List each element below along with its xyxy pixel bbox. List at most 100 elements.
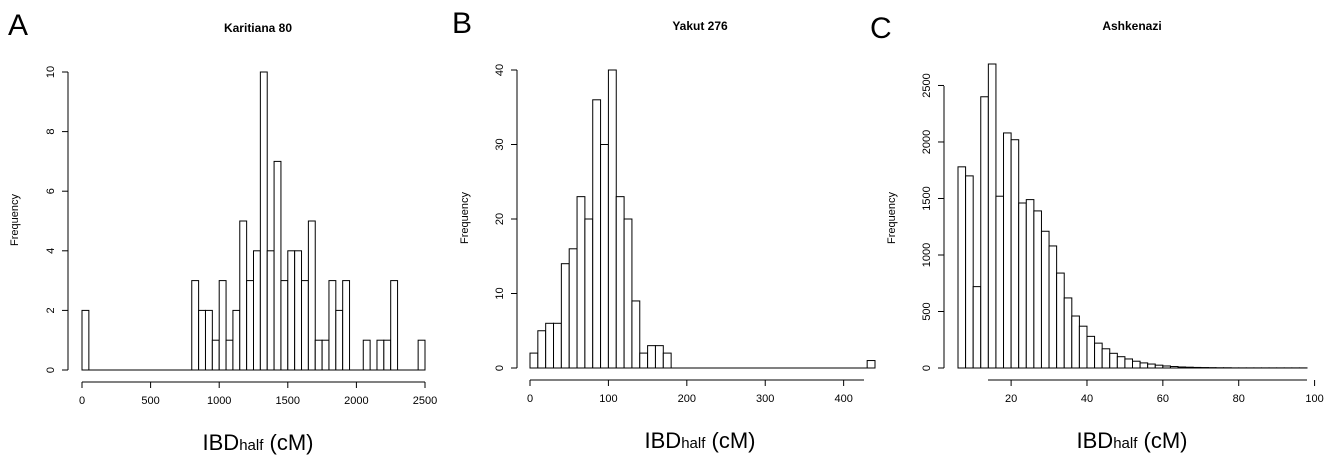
histogram-bar (239, 220, 248, 371)
histogram-bar (972, 286, 982, 369)
y-tick-label: 2000 (921, 130, 933, 154)
panel-letter: C (870, 12, 892, 45)
y-tick-label: 0 (45, 367, 57, 373)
y-tick-label: 500 (921, 302, 933, 320)
chart-title: Karitiana 80 (224, 21, 292, 35)
histogram-bar (568, 248, 578, 369)
x-axis-label: IBDhalf (cM) (203, 430, 314, 455)
x-tick-label: 2000 (344, 395, 368, 407)
y-axis-label: Frequency (459, 192, 471, 244)
histogram-bar (314, 339, 323, 371)
histogram-bar (965, 175, 974, 369)
x-tick-label: 40 (1081, 393, 1093, 405)
histogram-bar (987, 63, 997, 369)
histogram-bar (1048, 245, 1058, 369)
panel-letter: A (8, 9, 28, 42)
histogram-bar (1033, 210, 1042, 369)
histogram-bar (592, 99, 602, 369)
histogram-bar (529, 352, 539, 369)
histogram-bar (1071, 315, 1080, 369)
histogram-bar (639, 352, 649, 369)
y-axis-label: Frequency (9, 194, 21, 246)
histogram-bar (342, 280, 351, 371)
x-tick-label: 1000 (207, 395, 231, 407)
histogram-bar (576, 196, 586, 369)
histogram-bar (584, 218, 594, 369)
histogram-bar (995, 195, 1005, 369)
histogram-bar (81, 309, 90, 371)
histogram-bar (662, 352, 672, 369)
histogram-bar (1056, 272, 1065, 369)
histogram-bar (417, 339, 426, 371)
y-tick-label: 0 (494, 365, 506, 371)
histogram-bar (1124, 358, 1134, 369)
x-tick-label: 100 (599, 393, 617, 405)
histogram-bar (607, 69, 617, 369)
histogram-bar (615, 196, 625, 369)
histogram-bar (1139, 362, 1149, 369)
histogram-bar (280, 280, 289, 371)
histogram-bar (287, 250, 296, 371)
histogram-bar (294, 250, 303, 371)
histogram-bar (198, 309, 206, 371)
panel-karitiana-80: A Karitiana 80 0 500 1000 1500 2000 2500 0 2 4 6 8 10… (8, 9, 437, 455)
histogram-bar (866, 360, 876, 369)
x-tick-label: 20 (1005, 393, 1017, 405)
x-tick-label: 0 (79, 395, 85, 407)
x-tick-label: 60 (1157, 393, 1169, 405)
histogram-bar (537, 330, 547, 369)
histogram-bar (191, 280, 200, 371)
histogram-bar (1086, 335, 1096, 369)
y-tick-label: 6 (45, 188, 57, 194)
histogram-bar (362, 339, 371, 371)
panel-yakut-276: B Yakut 276 0 100 200 300 400 0 10 20 30 40 Frequenc… (452, 7, 876, 453)
histogram-bar (307, 220, 316, 371)
histogram-bar (631, 300, 641, 369)
histogram-bar (1078, 325, 1088, 369)
histogram-bar (545, 322, 555, 369)
y-tick-label: 8 (45, 129, 57, 135)
x-tick-label: 80 (1233, 393, 1245, 405)
y-tick-label: 1500 (921, 186, 933, 210)
histogram-bar (1010, 139, 1020, 369)
y-tick-label: 0 (921, 365, 933, 371)
histogram-bar (1063, 297, 1073, 369)
y-tick-label: 10 (45, 66, 57, 78)
y-tick-label: 30 (494, 138, 506, 150)
histogram-bar (1147, 363, 1156, 369)
histogram-bar (390, 280, 399, 371)
histogram-bar (266, 250, 275, 371)
histogram-bar (211, 339, 220, 371)
histogram-bar (218, 280, 227, 371)
x-tick-label: 100 (1305, 393, 1323, 405)
histogram-bar (980, 96, 989, 369)
histogram-bar (259, 71, 268, 371)
chart-title: Yakut 276 (672, 19, 728, 33)
x-tick-label: 500 (141, 395, 159, 407)
chart-title: Ashkenazi (1102, 19, 1161, 33)
histogram-bar (1094, 342, 1103, 369)
histogram-bar (376, 339, 385, 371)
histogram-bar (1101, 348, 1111, 369)
histogram-bar (1132, 360, 1141, 369)
histogram-bar (553, 322, 562, 369)
y-tick-label: 2 (45, 307, 57, 313)
x-tick-label: 0 (527, 393, 533, 405)
x-tick-label: 400 (834, 393, 852, 405)
histogram-bar (1025, 199, 1035, 369)
histogram-bar (225, 339, 234, 371)
histogram-bar (1109, 352, 1118, 369)
y-axis-label: Frequency (886, 192, 898, 244)
histogram-bar (1116, 356, 1126, 369)
x-axis-label: IBDhalf (cM) (645, 428, 756, 453)
histogram-bar (654, 345, 664, 369)
x-tick-label: 1500 (276, 395, 300, 407)
histogram-bar (560, 263, 570, 369)
histogram-bar (321, 339, 330, 371)
y-tick-label: 40 (494, 64, 506, 76)
histogram-bar (1003, 132, 1012, 369)
x-tick-label: 2500 (413, 395, 437, 407)
histogram-bar (232, 309, 241, 371)
